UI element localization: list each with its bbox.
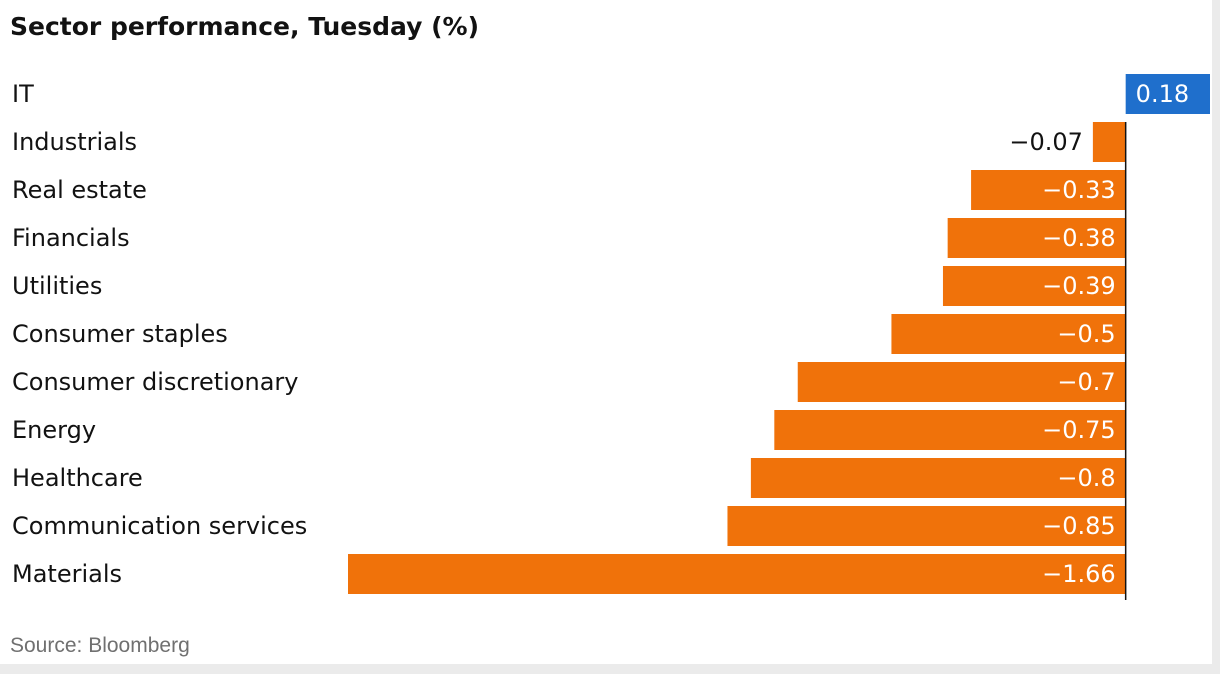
value-label: −0.85: [1042, 512, 1116, 540]
category-label: Energy: [12, 416, 96, 444]
chart-title: Sector performance, Tuesday (%): [10, 12, 480, 41]
chart-source: Source: Bloomberg: [10, 634, 190, 657]
category-label: Consumer discretionary: [12, 368, 298, 396]
category-label: Consumer staples: [12, 320, 228, 348]
bar-it: [1125, 74, 1210, 114]
value-label: −0.38: [1042, 224, 1116, 252]
value-label: −1.66: [1042, 560, 1116, 588]
category-label: Communication services: [12, 512, 307, 540]
bar-consumer-discretionary: [797, 362, 1126, 402]
bar-consumer-staples: [891, 314, 1126, 354]
bar-healthcare: [750, 458, 1126, 498]
category-label: Real estate: [12, 176, 147, 204]
category-label: Healthcare: [12, 464, 143, 492]
value-label: −0.33: [1042, 176, 1116, 204]
value-label: −0.5: [1057, 320, 1115, 348]
bar-communication-services: [727, 506, 1126, 546]
category-label: Utilities: [12, 272, 102, 300]
chart-card: Sector performance, Tuesday (%) IT 0.18 In…: [0, 0, 1212, 664]
bar-chart: IT 0.18 Industrials −0.07 Real estate −0.33 Fi…: [12, 74, 1210, 600]
value-label: −0.8: [1057, 464, 1115, 492]
bar-materials: [348, 554, 1126, 594]
bar-utilities: [942, 266, 1126, 306]
value-label: −0.07: [1009, 128, 1083, 156]
bar-energy: [774, 410, 1126, 450]
value-label: 0.18: [1136, 80, 1189, 108]
category-label: Financials: [12, 224, 130, 252]
category-label: Industrials: [12, 128, 137, 156]
bar-financials: [947, 218, 1126, 258]
bar-real-estate: [971, 170, 1126, 210]
category-label: IT: [12, 80, 34, 108]
value-label: −0.39: [1042, 272, 1116, 300]
value-label: −0.75: [1042, 416, 1116, 444]
category-label: Materials: [12, 560, 122, 588]
value-label: −0.7: [1057, 368, 1115, 396]
bar-industrials: [1092, 122, 1126, 162]
